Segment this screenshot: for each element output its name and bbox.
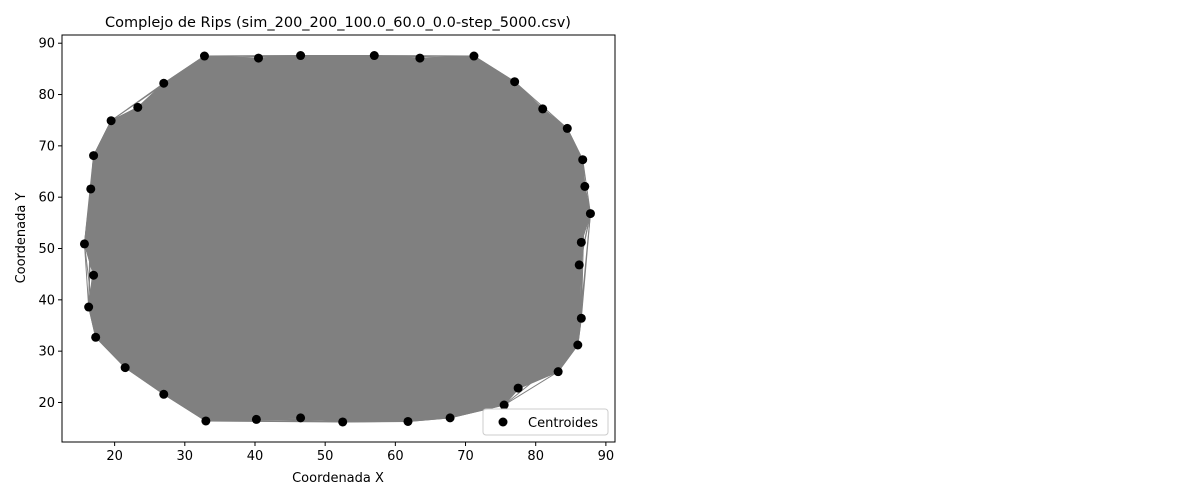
plot-area bbox=[79, 51, 595, 427]
rips-fill bbox=[83, 55, 591, 423]
chart-title: Complejo de Rips (sim_200_200_100.0_60.0… bbox=[105, 15, 571, 31]
centroid-point bbox=[253, 53, 263, 63]
legend-box bbox=[482, 408, 609, 436]
centroid-point bbox=[338, 417, 348, 427]
centroid-point bbox=[159, 78, 169, 88]
rips-edge bbox=[110, 82, 165, 122]
x-tick-label: 70 bbox=[457, 449, 474, 464]
centroid-point bbox=[133, 102, 143, 112]
centroid-point bbox=[199, 51, 209, 61]
axes-frame bbox=[61, 34, 616, 443]
centroid-point bbox=[251, 414, 261, 424]
legend: Centroides bbox=[482, 408, 609, 436]
centroid-point bbox=[538, 104, 548, 114]
centroid-point bbox=[576, 237, 586, 247]
centroid-point bbox=[445, 413, 455, 423]
centroid-point bbox=[84, 302, 94, 312]
centroid-points bbox=[79, 51, 595, 427]
y-tick-label: 30 bbox=[38, 345, 55, 360]
centroid-point bbox=[415, 53, 425, 63]
centroid-point bbox=[562, 123, 572, 133]
x-axis-label: Coordenada X bbox=[292, 471, 384, 486]
centroid-point bbox=[369, 51, 379, 61]
centroid-point bbox=[585, 209, 595, 219]
centroid-point bbox=[296, 413, 306, 423]
y-tick-label: 80 bbox=[38, 88, 55, 103]
x-axis-ticks: 20 30 40 50 60 70 80 90 bbox=[106, 442, 614, 464]
centroid-point bbox=[469, 51, 479, 61]
x-tick-label: 40 bbox=[247, 449, 264, 464]
centroid-point bbox=[86, 184, 96, 194]
centroid-point bbox=[89, 270, 99, 280]
legend-marker bbox=[498, 417, 508, 427]
y-axis-ticks: 20 30 40 50 60 70 80 90 bbox=[38, 37, 62, 411]
centroid-point bbox=[499, 400, 509, 410]
centroid-point bbox=[201, 416, 211, 426]
x-tick-label: 20 bbox=[106, 449, 123, 464]
y-tick-label: 20 bbox=[38, 396, 55, 411]
y-tick-label: 70 bbox=[38, 139, 55, 154]
centroid-point bbox=[574, 260, 584, 270]
centroid-point bbox=[580, 181, 590, 191]
x-tick-label: 60 bbox=[387, 449, 404, 464]
y-tick-label: 40 bbox=[38, 293, 55, 308]
centroid-point bbox=[91, 332, 101, 342]
centroid-point bbox=[120, 363, 130, 373]
y-tick-label: 60 bbox=[38, 191, 55, 206]
centroid-point bbox=[79, 239, 89, 249]
centroid-point bbox=[159, 389, 169, 399]
centroid-point bbox=[403, 416, 413, 426]
centroid-point bbox=[553, 367, 563, 377]
x-tick-label: 50 bbox=[317, 449, 334, 464]
rips-edges bbox=[83, 55, 591, 423]
rips-edge bbox=[374, 55, 474, 57]
centroid-point bbox=[578, 155, 588, 165]
centroid-point bbox=[89, 151, 99, 161]
rips-edge bbox=[83, 243, 90, 308]
legend-label: Centroides bbox=[528, 416, 598, 431]
x-tick-label: 30 bbox=[177, 449, 194, 464]
centroid-point bbox=[513, 383, 523, 393]
centroid-point bbox=[106, 116, 116, 126]
y-tick-label: 90 bbox=[38, 37, 55, 52]
x-tick-label: 90 bbox=[598, 449, 615, 464]
x-tick-label: 80 bbox=[527, 449, 544, 464]
centroid-point bbox=[296, 51, 306, 61]
centroid-point bbox=[573, 340, 583, 350]
rips-edge bbox=[205, 420, 343, 423]
y-axis-label: Coordenada Y bbox=[14, 193, 29, 284]
centroid-point bbox=[576, 313, 586, 323]
centroid-point bbox=[510, 77, 520, 87]
rips-edge bbox=[503, 371, 559, 406]
y-tick-label: 50 bbox=[38, 242, 55, 257]
